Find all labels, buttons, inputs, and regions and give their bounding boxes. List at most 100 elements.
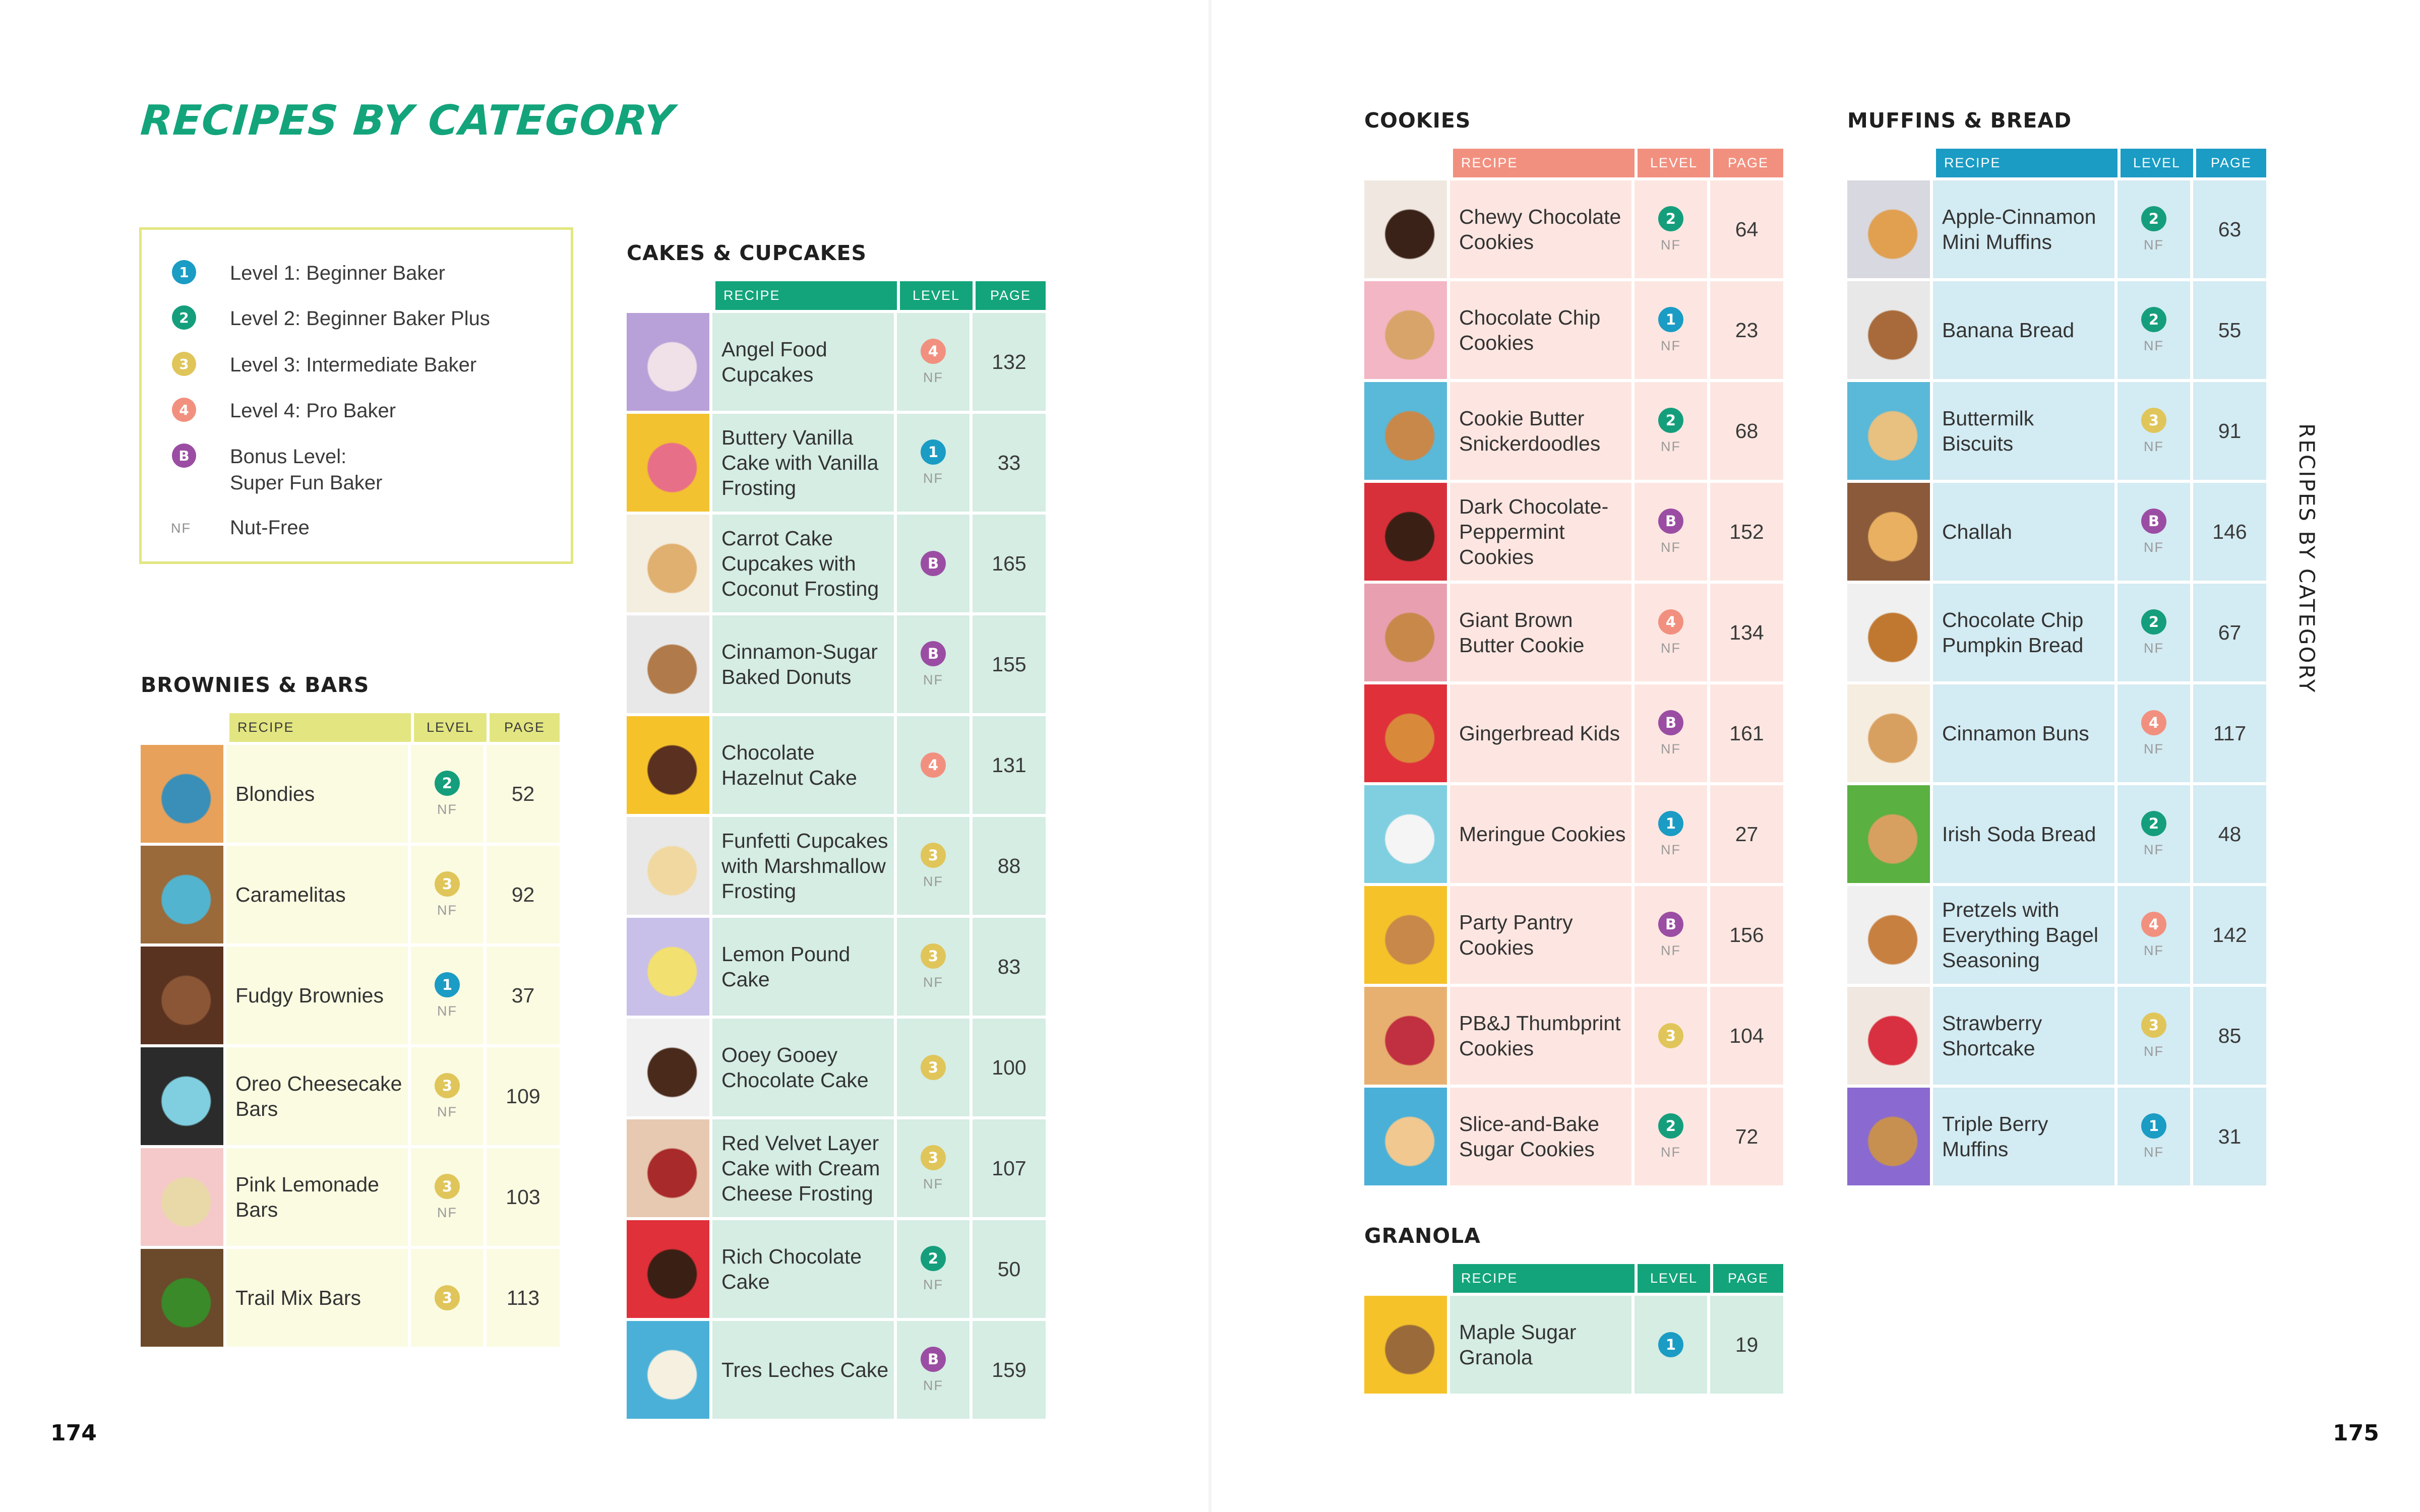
page-number-cell: 146 (2193, 483, 2266, 581)
recipe-photo (141, 1249, 226, 1347)
recipe-photo (627, 414, 712, 512)
legend-badge-b: B (171, 444, 197, 470)
recipe-photo (141, 745, 226, 843)
recipe-name-line: Chewy Chocolate (1459, 205, 1621, 228)
level-4-badge-icon: 4 (921, 752, 946, 778)
recipe-name-line: Bars (235, 1097, 278, 1120)
level-1-badge-icon: 1 (921, 439, 946, 465)
legend-label: Level 3: Intermediate Baker (230, 354, 477, 376)
recipe-name-cell: Fudgy Brownies (226, 947, 411, 1044)
nut-free-tag: NF (2144, 842, 2164, 857)
nut-free-tag: NF (923, 1377, 943, 1393)
page-number-left: 174 (50, 1420, 97, 1446)
recipe-name-line: Cake (721, 1270, 770, 1293)
level-3-badge-icon: 3 (1658, 1023, 1683, 1048)
recipe-name-cell: Banana Bread (1933, 281, 2118, 379)
recipe-name: Strawberry Shortcake (1942, 1011, 2042, 1061)
level-3-badge-icon: 3 (2141, 407, 2166, 433)
table-row: Gingerbread Kids B NF 161 (1364, 684, 1783, 785)
page-number-cell: 159 (973, 1321, 1046, 1419)
recipe-name-cell: Funfetti Cupcakes with Marshmallow Frostin… (712, 817, 897, 915)
table-row: Triple Berry Muffins 1 NF 31 (1847, 1088, 2266, 1188)
page-number-cell: 117 (2193, 684, 2266, 782)
legend-label: Level 4: Pro Baker (230, 400, 396, 422)
legend-text: Level 1: Beginner Baker (230, 260, 445, 286)
nut-free-tag: NF (1661, 438, 1681, 454)
recipe-name-line: Giant Brown (1459, 608, 1573, 632)
page-number-cell: 55 (2193, 281, 2266, 379)
legend-badge-3: 3 (171, 352, 197, 378)
level-cell: 2 NF (1635, 382, 1710, 480)
level-2-badge-icon: 2 (1658, 1113, 1683, 1139)
recipe-name: Apple-Cinnamon Mini Muffins (1942, 204, 2096, 255)
legend-badge-wrap: 3 (171, 352, 197, 378)
level-1-badge-icon: 1 (1658, 810, 1683, 836)
recipe-photo (1847, 180, 1933, 278)
level-cell: 1 NF (411, 947, 487, 1044)
level-b-badge-icon: B (921, 551, 946, 576)
recipe-name-line: Red Velvet Layer (721, 1131, 879, 1155)
level-cell: 3 NF (2118, 382, 2193, 480)
legend-label-line2: Super Fun Baker (230, 472, 383, 494)
legend-text: Level 2: Beginner Baker Plus (230, 305, 490, 332)
recipe-name-cell: Challah (1933, 483, 2118, 581)
recipe-name-line: Strawberry (1942, 1012, 2042, 1035)
nut-free-tag: NF (437, 1003, 457, 1019)
level-cell: 3 NF (897, 918, 973, 1016)
page-number-cell: 88 (973, 817, 1046, 915)
level-1-badge-icon: 1 (1658, 1332, 1683, 1357)
level-2-badge-icon: 2 (2141, 206, 2166, 231)
recipe-name-cell: Maple Sugar Granola (1450, 1296, 1635, 1394)
nut-free-tag: NF (2144, 640, 2164, 656)
recipe-name-line: Butter Cookie (1459, 634, 1585, 657)
recipe-name-cell: Red Velvet Layer Cake with Cream Cheese Fr… (712, 1119, 897, 1217)
recipe-name-line: Bars (235, 1198, 278, 1221)
recipe-name-line: Apple-Cinnamon (1942, 205, 2096, 228)
recipe-name: Tres Leches Cake (721, 1357, 888, 1382)
recipe-name-cell: Angel Food Cupcakes (712, 313, 897, 411)
recipe-name: Challah (1942, 519, 2012, 544)
recipe-name-line: Banana Bread (1942, 319, 2075, 342)
nut-free-tag: NF (923, 974, 943, 990)
level-b-badge-icon: B (1658, 710, 1683, 735)
legend-badge-1: 1 (171, 260, 197, 286)
table-row: Cinnamon Buns 4 NF 117 (1847, 684, 2266, 785)
recipe-name-cell: Gingerbread Kids (1450, 684, 1635, 782)
level-2-badge-icon: 2 (921, 1245, 946, 1271)
level-cell: 3 (897, 1019, 973, 1116)
recipe-name-cell: Apple-Cinnamon Mini Muffins (1933, 180, 2118, 278)
recipe-photo (1364, 584, 1450, 681)
recipe-name-line: Triple Berry (1942, 1112, 2048, 1136)
level-b-badge-icon: B (921, 641, 946, 666)
level-3-badge-icon: 3 (435, 1285, 460, 1310)
recipe-name: Fudgy Brownies (235, 983, 384, 1008)
section-title: COOKIES (1364, 108, 1471, 133)
level-cell: 3 NF (411, 846, 487, 943)
recipe-photo (627, 716, 712, 814)
recipe-name: Buttermilk Biscuits (1942, 406, 2034, 456)
recipe-name-line: Frosting (721, 476, 797, 499)
table-row: Pretzels with Everything Bagel Seasoning 4 N… (1847, 886, 2266, 987)
recipe-photo (1847, 382, 1933, 480)
recipe-name-cell: Ooey Gooey Chocolate Cake (712, 1019, 897, 1116)
recipe-name-line: Cheese Frosting (721, 1182, 873, 1205)
level-3-badge-icon: 3 (435, 1073, 460, 1098)
table-row: Giant Brown Butter Cookie 4 NF 134 (1364, 584, 1783, 684)
recipe-name-line: Cake with Cream (721, 1157, 880, 1180)
recipe-name-line: Funfetti Cupcakes (721, 829, 888, 852)
recipe-name-cell: Chocolate Chip Pumpkin Bread (1933, 584, 2118, 681)
legend-label: Nut-Free (230, 517, 310, 539)
recipe-name-line: Tres Leches Cake (721, 1358, 889, 1381)
level-3-badge-icon: 3 (435, 871, 460, 897)
table-row: Slice-and-Bake Sugar Cookies 2 NF 72 (1364, 1088, 1783, 1188)
recipe-photo (1847, 987, 1933, 1085)
table-row: Meringue Cookies 1 NF 27 (1364, 785, 1783, 886)
nut-free-tag: NF (1661, 942, 1681, 958)
recipe-name-line: Chocolate Chip (1459, 306, 1601, 329)
recipe-table: Angel Food Cupcakes 4 NF 132 Buttery Vanilla C… (627, 313, 1046, 1422)
recipe-name-line: Peppermint (1459, 520, 1565, 543)
recipe-name-line: Party Pantry (1459, 911, 1573, 934)
recipe-photo (1364, 886, 1450, 984)
level-4-badge-icon: 4 (2141, 911, 2166, 937)
page-number-cell: 100 (973, 1019, 1046, 1116)
